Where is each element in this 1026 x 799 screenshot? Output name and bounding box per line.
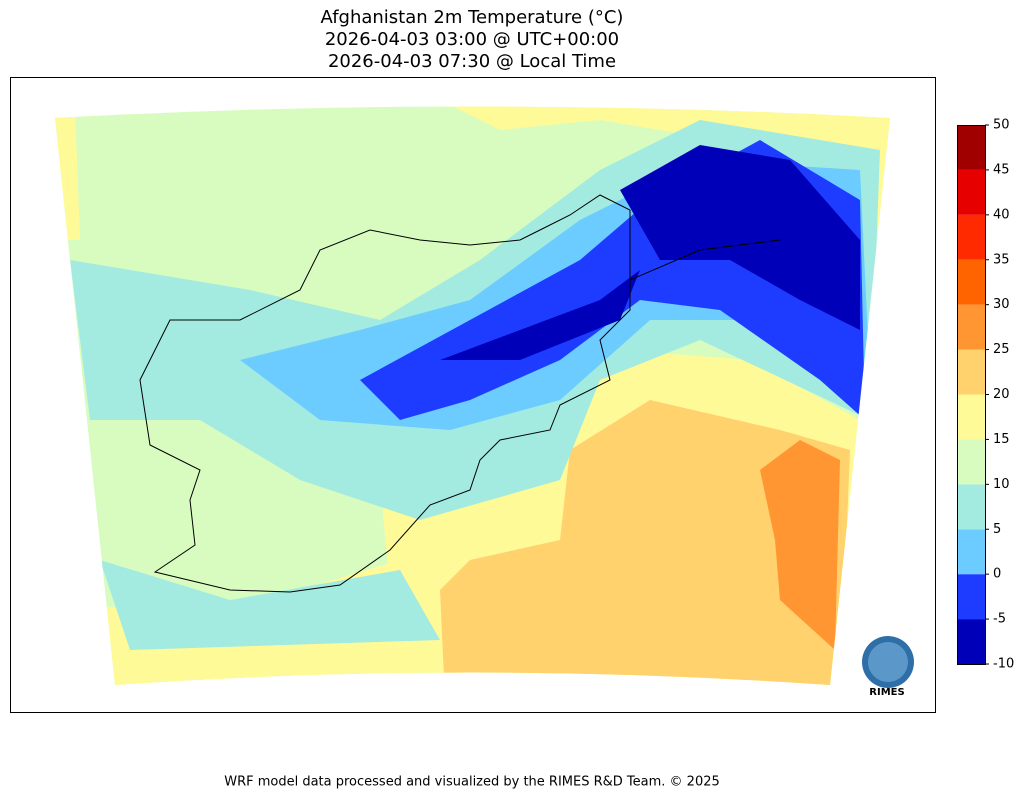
logo-text: RIMES xyxy=(869,687,904,698)
colorbar-segment xyxy=(957,169,985,215)
colorbar-tick-label: 15 xyxy=(993,432,1010,447)
footer: WRF model data processed and visualized … xyxy=(224,775,720,790)
colorbar-segment xyxy=(957,394,985,440)
colorbar-segment xyxy=(957,125,985,170)
colorbar-segment xyxy=(957,259,985,305)
colorbar-segment xyxy=(957,619,985,664)
colorbar-tick-label: 35 xyxy=(993,252,1010,267)
colorbar-tick-label: -5 xyxy=(993,612,1006,627)
colorbar-tick-label: 10 xyxy=(993,477,1010,492)
colorbar-frame xyxy=(957,125,986,665)
colorbar-segment xyxy=(957,214,985,260)
title-line: 2026-04-03 07:30 @ Local Time xyxy=(328,51,616,72)
colorbar-segment xyxy=(957,529,985,575)
colorbar-tick-label: 40 xyxy=(993,207,1010,222)
colorbar-tick-label: 5 xyxy=(993,522,1001,537)
temperature-field xyxy=(55,106,890,685)
colorbar-segment xyxy=(957,349,985,395)
colorbar-tick-label: 20 xyxy=(993,387,1010,402)
colorbar-tick-label: 0 xyxy=(993,567,1001,582)
colorbar-segment xyxy=(957,439,985,485)
colorbar-tick-label: 30 xyxy=(993,297,1010,312)
border-line xyxy=(629,239,781,281)
colorbar-segment xyxy=(957,574,985,620)
colorbar-segment xyxy=(957,484,985,530)
logo: RIMES xyxy=(862,636,914,698)
colorbar-segment xyxy=(957,304,985,350)
afghanistan-border xyxy=(139,194,631,593)
colorbar-tick-label: 25 xyxy=(993,342,1010,357)
colorbar-tick-label: 45 xyxy=(993,162,1010,177)
title-line: Afghanistan 2m Temperature (°C) xyxy=(321,7,624,28)
colorbar-tick-label: -10 xyxy=(993,657,1014,672)
colorbar-tick-label: 50 xyxy=(993,118,1010,133)
title-line: 2026-04-03 03:00 @ UTC+00:00 xyxy=(325,29,619,50)
